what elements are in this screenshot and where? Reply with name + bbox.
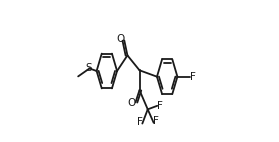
Text: O: O <box>128 98 136 107</box>
Text: F: F <box>137 117 143 127</box>
Text: F: F <box>190 72 196 82</box>
Text: F: F <box>153 116 159 126</box>
Text: O: O <box>117 34 125 44</box>
Text: S: S <box>85 63 92 73</box>
Text: F: F <box>157 101 163 111</box>
